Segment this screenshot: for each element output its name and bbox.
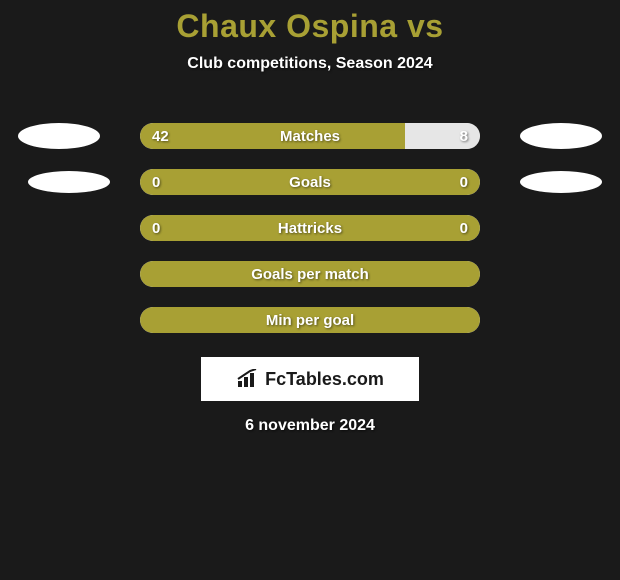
stat-row: 42 8 Matches <box>0 113 620 159</box>
stat-bar: Goals per match <box>140 261 480 287</box>
stat-row: Min per goal <box>0 297 620 343</box>
stat-label: Matches <box>280 128 340 145</box>
stat-value-right: 8 <box>460 128 468 145</box>
stat-value-right: 0 <box>460 174 468 191</box>
stat-label: Min per goal <box>266 312 354 329</box>
player-marker-left <box>28 171 110 193</box>
stat-label: Hattricks <box>278 220 342 237</box>
stat-rows-host: 42 8 Matches 0 0 Goals 0 0 Hattricks Goals per ma… <box>0 113 620 343</box>
logo-text: FcTables.com <box>265 369 384 390</box>
page-title: Chaux Ospina vs <box>0 8 620 45</box>
player-marker-right <box>520 171 602 193</box>
subtitle: Club competitions, Season 2024 <box>0 55 620 73</box>
stat-bar: Min per goal <box>140 307 480 333</box>
stat-row: Goals per match <box>0 251 620 297</box>
logo-inner: FcTables.com <box>236 369 384 390</box>
stat-bar: 0 0 Goals <box>140 169 480 195</box>
stat-bar: 42 8 Matches <box>140 123 480 149</box>
infographic-container: Chaux Ospina vs Club competitions, Seaso… <box>0 0 620 435</box>
stat-label: Goals <box>289 174 331 191</box>
date-line: 6 november 2024 <box>0 417 620 435</box>
stat-value-left: 0 <box>152 174 160 191</box>
chart-icon <box>236 369 262 389</box>
stat-row: 0 0 Hattricks <box>0 205 620 251</box>
stat-label: Goals per match <box>251 266 369 283</box>
stat-bar: 0 0 Hattricks <box>140 215 480 241</box>
player-marker-right <box>520 123 602 149</box>
player-marker-left <box>18 123 100 149</box>
bar-fill-right <box>405 123 480 149</box>
logo-box: FcTables.com <box>201 357 419 401</box>
stat-value-left: 0 <box>152 220 160 237</box>
bar-fill-left <box>140 123 405 149</box>
stat-value-right: 0 <box>460 220 468 237</box>
stat-row: 0 0 Goals <box>0 159 620 205</box>
stat-value-left: 42 <box>152 128 169 145</box>
